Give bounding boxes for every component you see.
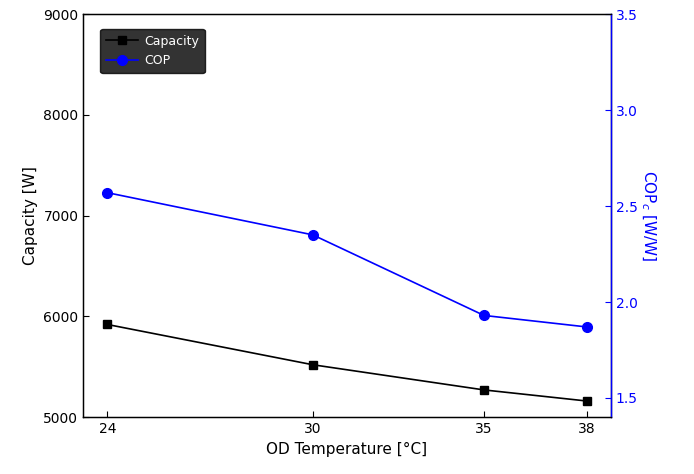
COP	[103, 190, 112, 195]
COP	[480, 312, 488, 318]
Capacity	[480, 387, 488, 393]
Line: Capacity: Capacity	[103, 320, 591, 405]
Y-axis label: Capacity [W]: Capacity [W]	[23, 166, 37, 265]
Y-axis label: COP$_c$ [W/W]: COP$_c$ [W/W]	[638, 170, 657, 261]
Capacity	[582, 398, 591, 404]
Line: COP: COP	[103, 188, 591, 332]
COP	[582, 324, 591, 330]
X-axis label: OD Temperature [°C]: OD Temperature [°C]	[266, 442, 428, 456]
Capacity	[103, 322, 112, 328]
Legend: Capacity, COP: Capacity, COP	[100, 28, 205, 73]
Capacity	[309, 362, 317, 368]
COP	[309, 232, 317, 237]
